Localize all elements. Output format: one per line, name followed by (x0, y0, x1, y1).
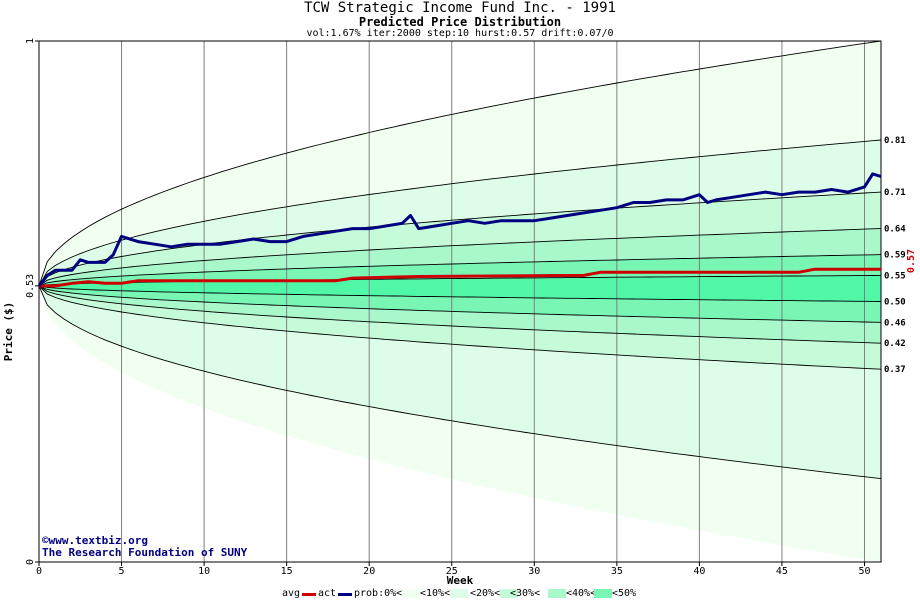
right-label-0.46: 0.46 (884, 318, 906, 328)
y-tick-label-0.53: 0.53 (25, 274, 36, 298)
right-label-0.42: 0.42 (884, 339, 906, 349)
legend-act-label: act (318, 588, 337, 599)
percentile-curve-3 (38, 285, 882, 323)
legend-avg-swatch (302, 593, 316, 596)
x-axis-label: Week (447, 574, 474, 587)
legend-band10-swatch (450, 589, 468, 598)
right-label-0.37: 0.37 (884, 365, 906, 375)
series-line-act (37, 172, 882, 287)
x-tick-label-0: 0 (36, 566, 42, 577)
legend-b50-label: <50% (612, 588, 637, 599)
legend-band40-swatch (594, 589, 612, 598)
chart-title: TCW Strategic Income Fund Inc. - 1991 (304, 0, 616, 16)
percentile-curve-4 (38, 285, 882, 302)
percentile-curve-10 (38, 40, 882, 287)
simulation-params: vol:1.67% iter:2000 step:10 hurst:0.57 d… (306, 28, 614, 39)
current-price-label: 0.57 (906, 249, 917, 273)
x-tick-label-40: 40 (693, 566, 705, 577)
percentile-curve-2 (38, 285, 882, 344)
copyright-url[interactable]: ©www.textbiz.org (42, 534, 148, 547)
legend: avg act prob:0%< <10%< <20%< <30%< <40%<… (0, 587, 920, 600)
organization-credit: The Research Foundation of SUNY (42, 546, 248, 559)
x-tick-label-25: 25 (446, 566, 458, 577)
right-label-0.81: 0.81 (884, 136, 906, 146)
y-tick-label-0: 0 (25, 559, 36, 565)
percentile-curve-0 (38, 285, 882, 480)
x-tick-label-10: 10 (198, 566, 210, 577)
legend-prob-label: prob:0%< (354, 588, 403, 599)
legend-band20-swatch (500, 589, 518, 598)
legend-b40-label: <40%< (566, 588, 597, 599)
x-tick-label-15: 15 (281, 566, 293, 577)
y-axis-label: Price ($) (2, 302, 15, 362)
right-label-0.59: 0.59 (884, 251, 906, 261)
x-tick-label-30: 30 (528, 566, 540, 577)
legend-b10-label: <10%< (420, 588, 451, 599)
legend-band0-swatch (402, 589, 420, 598)
x-tick-label-50: 50 (858, 566, 870, 577)
legend-avg-label: avg (282, 588, 301, 599)
x-tick-label-45: 45 (776, 566, 788, 577)
legend-b30-label: <30%< (510, 588, 541, 599)
plot-border (38, 40, 882, 563)
legend-act-swatch (338, 593, 352, 596)
legend-b20-label: <20%< (470, 588, 501, 599)
x-tick-label-5: 5 (119, 566, 125, 577)
right-label-0.64: 0.64 (884, 225, 906, 235)
series-line-avg (39, 267, 881, 288)
percentile-curve-1 (38, 285, 882, 370)
percentile-curve-6 (38, 254, 882, 287)
legend-band30-swatch (548, 589, 566, 598)
x-tick-label-20: 20 (363, 566, 375, 577)
chart-subtitle: Predicted Price Distribution (358, 15, 562, 29)
right-label-0.50: 0.50 (884, 298, 906, 308)
percentile-curve-7 (38, 228, 882, 287)
right-label-0.71: 0.71 (884, 188, 906, 198)
percentile-curve-8 (38, 191, 882, 287)
percentile-curve-9 (38, 139, 882, 287)
x-tick-label-35: 35 (611, 566, 623, 577)
y-tick-label-1: 1 (25, 38, 36, 44)
right-label-0.55: 0.55 (884, 271, 906, 281)
